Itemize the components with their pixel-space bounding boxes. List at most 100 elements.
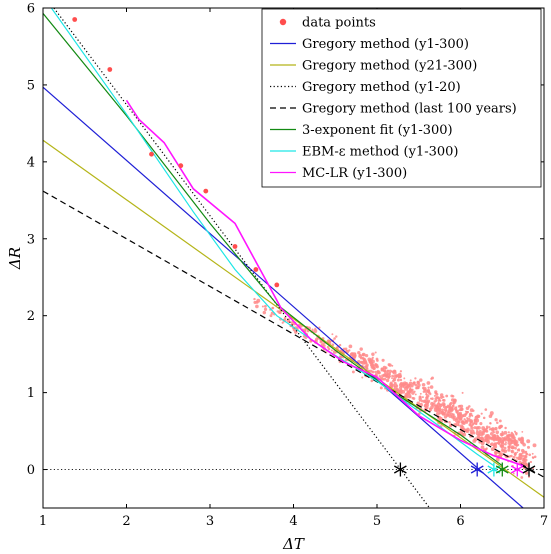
data-point <box>327 347 331 351</box>
data-point <box>488 426 491 429</box>
data-point <box>520 436 524 441</box>
data-point <box>377 371 381 375</box>
data-point <box>506 438 510 442</box>
data-point <box>494 418 498 422</box>
data-point <box>387 369 390 373</box>
data-point <box>507 441 511 445</box>
data-point <box>512 472 515 475</box>
data-point <box>434 397 438 401</box>
data-point <box>469 431 473 434</box>
data-point <box>492 438 496 442</box>
data-point <box>487 439 490 441</box>
data-point <box>253 297 256 301</box>
data-point <box>459 417 463 421</box>
data-point <box>378 375 382 378</box>
data-point <box>392 378 395 380</box>
data-point <box>425 396 429 400</box>
data-point <box>410 384 414 388</box>
data-point <box>512 436 516 440</box>
data-point <box>392 379 395 383</box>
data-point <box>524 471 529 475</box>
data-point <box>451 404 454 407</box>
data-point <box>454 418 459 423</box>
data-point <box>415 386 418 390</box>
y-axis-label: ΔR <box>6 247 24 270</box>
data-point <box>528 453 532 457</box>
legend-label-gregory_y1_20: Gregory method (y1-20) <box>302 80 461 95</box>
data-point <box>473 419 476 422</box>
data-point <box>256 298 261 303</box>
data-point <box>466 417 471 422</box>
equilibrium-star-marker <box>470 462 484 477</box>
data-point <box>328 340 332 343</box>
data-point <box>418 412 421 415</box>
data-point <box>338 343 342 347</box>
data-points-cloud <box>253 297 537 479</box>
legend-label-gregory_y1_300: Gregory method (y1-300) <box>302 37 469 52</box>
data-point <box>426 381 431 385</box>
data-point <box>431 376 434 380</box>
legend-label-three_exp: 3-exponent fit (y1-300) <box>302 123 453 138</box>
data-point <box>351 370 355 374</box>
data-point <box>419 402 423 407</box>
data-point <box>276 310 279 313</box>
data-point <box>515 433 518 436</box>
data-point <box>489 443 493 446</box>
highlighted-data-points <box>72 17 280 288</box>
data-point <box>203 188 209 194</box>
data-point <box>449 407 454 411</box>
data-point <box>482 438 486 443</box>
x-tick-label: 3 <box>206 514 214 529</box>
data-point <box>468 423 472 427</box>
data-point <box>489 411 494 416</box>
data-point <box>463 418 466 421</box>
data-point <box>516 451 519 454</box>
data-point <box>348 344 353 349</box>
data-point <box>510 446 515 450</box>
data-point <box>437 401 440 404</box>
x-tick-label: 4 <box>289 514 297 529</box>
data-point <box>420 399 424 403</box>
data-point <box>495 457 500 462</box>
data-point <box>262 310 267 315</box>
data-point <box>430 405 434 410</box>
line-gregory_y21_300 <box>43 139 544 498</box>
data-point <box>508 433 512 437</box>
data-point <box>521 454 525 458</box>
data-point <box>371 365 374 369</box>
data-point <box>326 345 330 349</box>
data-point <box>484 408 488 411</box>
data-point <box>431 397 434 401</box>
data-point <box>232 244 238 249</box>
data-point <box>399 389 403 393</box>
data-point <box>383 369 387 373</box>
data-point <box>271 306 274 310</box>
data-point <box>464 412 468 416</box>
data-point <box>438 410 443 415</box>
legend-box <box>261 8 542 188</box>
data-point <box>427 391 431 395</box>
data-point <box>442 398 446 402</box>
data-point <box>419 392 422 395</box>
data-point <box>376 359 379 362</box>
x-tick-label: 7 <box>540 514 548 529</box>
data-point <box>399 370 403 373</box>
data-point <box>422 399 427 404</box>
data-point <box>498 419 502 423</box>
equilibrium-star-marker <box>522 462 536 477</box>
data-point <box>433 394 436 397</box>
y-tick-label: 3 <box>27 232 35 247</box>
data-point <box>484 435 487 438</box>
equilibrium-star-marker <box>510 462 524 477</box>
data-point <box>495 437 499 442</box>
data-point <box>255 304 259 309</box>
data-point <box>426 388 431 392</box>
data-point <box>423 403 428 408</box>
data-point <box>390 384 393 388</box>
data-point <box>178 163 184 169</box>
data-point <box>339 355 342 358</box>
data-point <box>452 400 457 404</box>
data-point <box>491 428 495 432</box>
data-point <box>72 17 78 22</box>
data-point <box>475 431 480 436</box>
